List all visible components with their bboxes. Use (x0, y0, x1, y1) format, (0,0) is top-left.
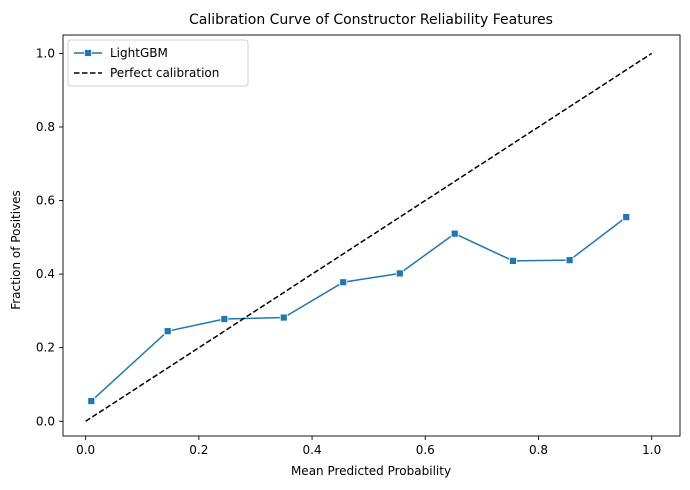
series-line-1 (85, 52, 653, 422)
y-tick-label: 0.6 (36, 194, 55, 208)
axis-ticks: 0.0 0.2 0.4 0.6 0.8 1.0 0.0 0.2 0.4 0.6 0.8 1.0 (36, 46, 661, 457)
legend: LightGBM Perfect calibration (67, 39, 249, 87)
data-point (622, 213, 631, 222)
x-tick-label: 0.8 (529, 443, 548, 457)
chart-title: Calibration Curve of Constructor Reliabi… (189, 12, 553, 28)
x-axis-label: Mean Predicted Probability (291, 464, 451, 478)
x-tick-label: 1.0 (642, 443, 661, 457)
data-point (395, 269, 404, 278)
y-tick-label: 0.2 (36, 341, 55, 355)
data-point (339, 278, 348, 287)
data-point (279, 313, 288, 322)
plot-frame (62, 34, 681, 437)
y-tick-label: 0.4 (36, 267, 55, 281)
series-line-0 (90, 216, 627, 402)
legend-label: Perfect calibration (110, 66, 219, 80)
data-point (220, 315, 229, 323)
y-tick-label: 0.0 (36, 414, 55, 428)
x-tick-label: 0.0 (76, 443, 95, 457)
data-point (450, 229, 459, 238)
plot-area (85, 52, 653, 422)
data-point (565, 256, 574, 265)
data-point (509, 256, 517, 265)
x-tick-label: 0.2 (189, 443, 208, 457)
data-point (87, 397, 96, 405)
y-tick-label: 0.8 (36, 120, 55, 134)
legend-box (67, 39, 249, 87)
y-tick-label: 1.0 (36, 46, 55, 60)
legend-marker (84, 49, 92, 57)
data-point (163, 327, 172, 336)
legend-label: LightGBM (110, 46, 168, 60)
y-axis-label: Fraction of Positives (9, 190, 23, 310)
x-tick-label: 0.4 (303, 443, 322, 457)
x-tick-label: 0.6 (416, 443, 435, 457)
